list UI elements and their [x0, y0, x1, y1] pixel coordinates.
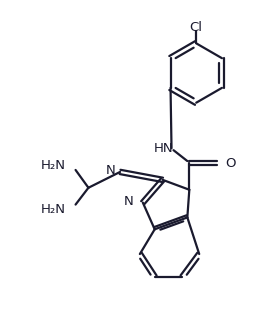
- Text: H₂N: H₂N: [41, 158, 66, 172]
- Text: Cl: Cl: [189, 21, 202, 34]
- Text: N: N: [105, 164, 115, 177]
- Text: HN: HN: [153, 142, 173, 155]
- Text: O: O: [224, 156, 234, 170]
- Text: H₂N: H₂N: [41, 203, 66, 216]
- Text: N: N: [124, 195, 133, 208]
